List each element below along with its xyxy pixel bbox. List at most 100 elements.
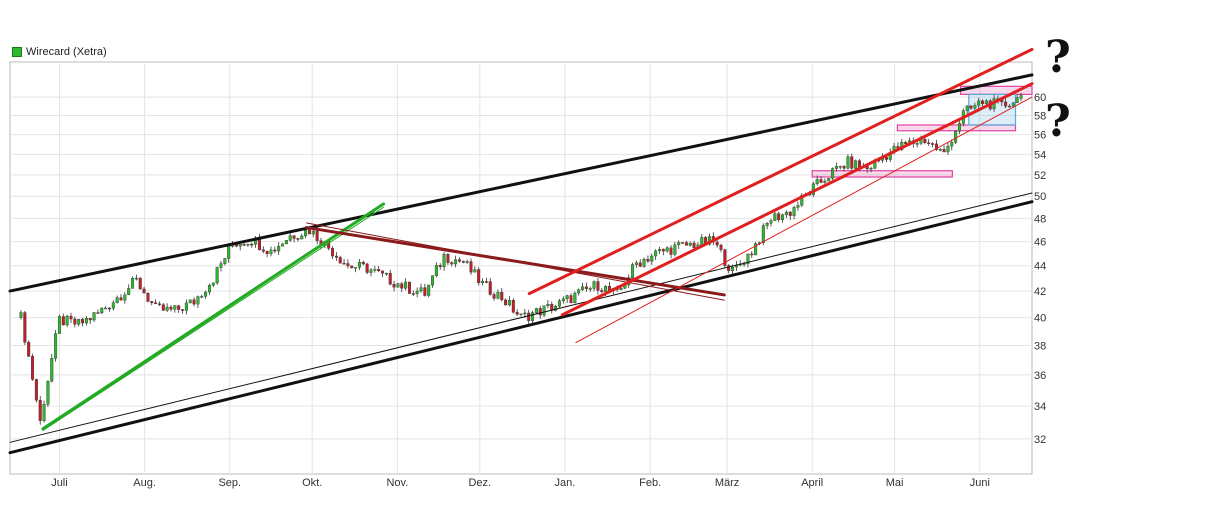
candle-body (600, 290, 604, 292)
candle-body (788, 211, 792, 216)
candle-body (354, 267, 358, 269)
candle-body (250, 243, 254, 246)
candle-body (134, 277, 138, 280)
candle-body (61, 316, 65, 326)
legend-swatch (12, 47, 22, 57)
candle-body (931, 143, 935, 145)
candle-body (546, 304, 550, 307)
candle-body (223, 258, 227, 264)
candle-body (957, 123, 961, 132)
candle-body (19, 312, 23, 318)
candle-body (431, 275, 435, 286)
candle-body (31, 356, 35, 380)
candle-body (331, 248, 335, 257)
candle-body (342, 263, 346, 265)
x-tick-label: Nov. (386, 477, 408, 489)
candle-body (350, 265, 354, 269)
candle-body (238, 244, 242, 247)
x-tick-label: Okt. (302, 477, 322, 489)
candle-body (400, 283, 404, 289)
candle-body (827, 178, 831, 182)
candle-body (181, 309, 185, 311)
candle-body (650, 255, 654, 262)
candle-body (1015, 97, 1019, 103)
candle-body (138, 277, 142, 290)
candle-body (281, 243, 285, 247)
candle-body (369, 269, 373, 273)
candle-body (473, 269, 477, 273)
candle-body (573, 292, 577, 304)
candle-body (631, 264, 635, 278)
candle-body (84, 318, 88, 324)
candle-body (496, 291, 500, 299)
candle-body (838, 166, 842, 168)
candle-body (819, 179, 823, 183)
candle-body (661, 249, 665, 252)
candle-body (315, 230, 319, 241)
candle-body (781, 214, 785, 221)
highlight-zone (811, 170, 953, 178)
candle-body (173, 305, 177, 310)
candle-body (446, 254, 450, 263)
trendline (305, 226, 726, 297)
candle-body (288, 235, 292, 241)
candle-body (461, 261, 465, 263)
candle-body (531, 312, 535, 321)
x-tick-label: Dez. (468, 477, 491, 489)
candle-body (765, 223, 769, 226)
candle-body (419, 287, 423, 292)
x-tick-label: Sep. (218, 477, 241, 489)
candle-body (119, 297, 123, 301)
candle-body (388, 272, 392, 285)
candle-body (27, 342, 31, 357)
candle-body (969, 105, 973, 109)
candle-body (665, 247, 669, 252)
candle-body (942, 149, 946, 153)
candle-body (165, 306, 169, 311)
candle-body (654, 250, 658, 257)
y-tick-label: 34 (1034, 401, 1046, 413)
candle-body (131, 278, 135, 289)
candle-body (796, 205, 800, 208)
candle-body (457, 259, 461, 262)
candle-body (500, 291, 504, 301)
candle-body (777, 213, 781, 221)
candle-body (773, 213, 777, 221)
trendline (41, 202, 386, 431)
candle-body (242, 244, 246, 246)
candle-body (338, 257, 342, 264)
candle-body (677, 242, 681, 246)
y-tick-label: 50 (1034, 191, 1046, 203)
candle-body (434, 265, 438, 276)
candle-body (269, 249, 273, 254)
y-gridlines (10, 96, 1032, 440)
candle-body (465, 261, 469, 263)
y-tick-label: 32 (1034, 434, 1046, 446)
candle-body (488, 281, 492, 295)
candle-body (450, 262, 454, 265)
candle-body (519, 313, 523, 316)
y-tick-label: 42 (1034, 286, 1046, 298)
candle-body (984, 100, 988, 104)
candle-body (950, 142, 954, 147)
candle-body (246, 243, 250, 246)
trendline (575, 96, 1033, 344)
candle-body (934, 143, 938, 150)
candle-body (538, 308, 542, 316)
candle-body (823, 180, 827, 183)
candle-body (577, 289, 581, 294)
candle-body (361, 261, 365, 265)
candle-body (842, 166, 846, 169)
candle-body (638, 262, 642, 267)
candle-body (107, 307, 111, 310)
candle-body (684, 242, 688, 246)
x-tick-label: Feb. (639, 477, 661, 489)
candle-body (307, 229, 311, 235)
candle-body (973, 105, 977, 109)
trendline (8, 200, 1034, 455)
candle-body (123, 294, 127, 301)
candle-body (73, 318, 77, 325)
candle-body (965, 105, 969, 111)
question-mark-bottom: ? (1045, 96, 1071, 147)
